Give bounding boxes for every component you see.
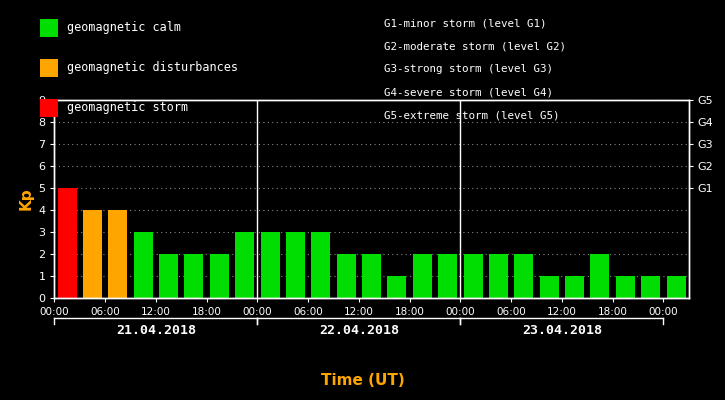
Bar [641,276,660,298]
Text: geomagnetic storm: geomagnetic storm [67,102,188,114]
Text: geomagnetic disturbances: geomagnetic disturbances [67,62,238,74]
Bar [311,232,331,298]
Bar [362,254,381,298]
Bar [159,254,178,298]
Text: 23.04.2018: 23.04.2018 [522,324,602,336]
Bar [210,254,229,298]
Text: 21.04.2018: 21.04.2018 [116,324,196,336]
Y-axis label: Kp: Kp [19,188,34,210]
Text: G2-moderate storm (level G2): G2-moderate storm (level G2) [384,41,566,51]
Bar [565,276,584,298]
Bar [666,276,686,298]
Bar [387,276,407,298]
Bar [616,276,635,298]
Bar [184,254,204,298]
Bar [590,254,610,298]
Bar [133,232,153,298]
Bar [463,254,483,298]
Bar [286,232,305,298]
Bar [413,254,432,298]
Bar [83,210,102,298]
Text: geomagnetic calm: geomagnetic calm [67,22,181,34]
Bar [539,276,559,298]
Bar [514,254,534,298]
Bar [438,254,457,298]
Text: G3-strong storm (level G3): G3-strong storm (level G3) [384,64,553,74]
Bar [235,232,254,298]
Text: Time (UT): Time (UT) [320,373,405,388]
Bar [489,254,508,298]
Text: G4-severe storm (level G4): G4-severe storm (level G4) [384,88,553,98]
Bar [260,232,280,298]
Bar [57,188,77,298]
Text: G1-minor storm (level G1): G1-minor storm (level G1) [384,18,547,28]
Bar [336,254,356,298]
Bar [108,210,128,298]
Text: G5-extreme storm (level G5): G5-extreme storm (level G5) [384,111,560,121]
Text: 22.04.2018: 22.04.2018 [319,324,399,336]
